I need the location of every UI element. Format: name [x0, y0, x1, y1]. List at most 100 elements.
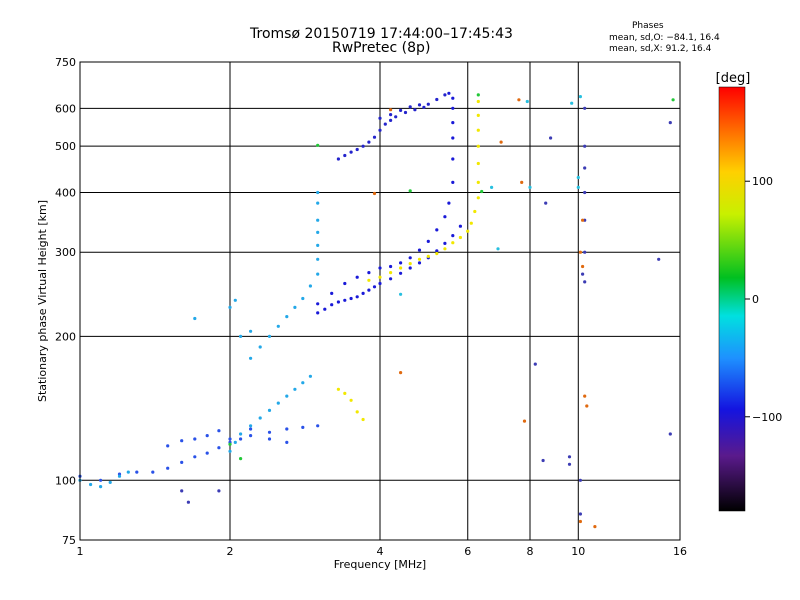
- data-point: [151, 470, 155, 474]
- axis-ticks: 1 2 4 6 8 10 16 75 100 200 300 400 500 600 750: [55, 56, 687, 558]
- data-point: [476, 180, 480, 184]
- data-point: [476, 99, 480, 104]
- data-point: [522, 419, 527, 423]
- y-tick-label: 500: [55, 140, 76, 153]
- data-point: [205, 451, 209, 455]
- y-axis-label: Stationary phase Virtual Height [km]: [36, 200, 49, 402]
- data-point: [301, 296, 305, 301]
- data-point: [99, 478, 103, 482]
- data-point: [476, 128, 480, 132]
- data-point: [239, 432, 243, 436]
- data-point: [343, 153, 347, 158]
- data-point: [378, 275, 382, 279]
- data-point: [499, 140, 503, 144]
- y-tick-label: 400: [55, 186, 76, 199]
- data-point: [378, 128, 382, 132]
- data-point: [293, 387, 297, 391]
- data-point: [166, 444, 170, 448]
- x-tick-label: 6: [464, 545, 471, 558]
- data-point: [408, 266, 412, 270]
- data-point: [541, 458, 545, 463]
- data-point: [372, 191, 377, 196]
- data-point: [451, 241, 455, 245]
- x-tick-label: 1: [77, 545, 84, 558]
- y-tick-label: 750: [55, 56, 76, 69]
- data-point: [476, 113, 480, 117]
- data-point: [316, 243, 320, 247]
- data-point: [578, 250, 583, 254]
- colorbar-label: [deg]: [716, 71, 751, 86]
- data-point: [316, 311, 320, 315]
- data-point: [399, 292, 403, 296]
- data-point: [408, 262, 412, 266]
- data-point: [355, 147, 359, 152]
- data-point: [316, 201, 320, 205]
- data-point: [180, 489, 184, 493]
- data-point: [549, 136, 553, 140]
- data-point: [316, 230, 320, 234]
- data-point: [451, 180, 455, 184]
- y-tick-label: 300: [55, 246, 76, 259]
- colorbar: [718, 86, 746, 512]
- data-point: [435, 97, 439, 102]
- data-point: [469, 221, 473, 225]
- data-point: [349, 296, 353, 301]
- y-tick-label: 75: [62, 534, 76, 547]
- phases-title: Phases: [632, 21, 664, 31]
- data-point: [583, 280, 587, 284]
- data-point: [258, 416, 262, 420]
- data-point: [217, 489, 221, 493]
- data-point: [308, 284, 312, 288]
- data-point: [389, 118, 393, 122]
- data-point: [399, 261, 403, 265]
- data-point: [308, 374, 312, 378]
- data-point: [583, 166, 587, 170]
- data-point: [447, 201, 451, 205]
- y-tick-label: 600: [55, 102, 76, 115]
- data-point: [583, 394, 587, 398]
- data-point: [336, 387, 340, 391]
- data-point: [249, 424, 253, 428]
- data-point: [336, 157, 340, 161]
- data-point: [583, 106, 587, 110]
- data-point: [399, 108, 403, 112]
- data-point: [239, 437, 243, 441]
- data-point: [285, 427, 289, 431]
- data-point: [576, 175, 580, 180]
- data-point: [205, 434, 209, 438]
- data-point: [343, 298, 347, 302]
- data-point: [249, 356, 253, 360]
- data-point: [372, 285, 377, 289]
- data-point: [301, 425, 305, 429]
- data-point: [389, 113, 393, 117]
- data-point: [316, 190, 320, 195]
- data-point: [336, 300, 340, 304]
- data-point: [367, 288, 371, 292]
- data-point: [180, 439, 184, 443]
- data-point: [389, 264, 393, 269]
- data-point: [426, 254, 430, 258]
- data-point: [267, 408, 272, 412]
- data-points: [78, 91, 675, 529]
- data-point: [520, 180, 524, 184]
- data-point: [267, 437, 272, 441]
- data-point: [389, 271, 393, 275]
- data-point: [567, 462, 572, 466]
- data-point: [89, 482, 93, 487]
- data-point: [578, 512, 583, 516]
- data-point: [367, 271, 371, 275]
- data-point: [451, 234, 455, 238]
- data-point: [417, 261, 422, 265]
- data-point: [233, 298, 237, 302]
- data-point: [413, 108, 417, 112]
- x-tick-label: 4: [377, 545, 384, 558]
- data-point: [394, 115, 398, 119]
- x-tick-label: 8: [527, 545, 534, 558]
- data-point: [389, 277, 393, 281]
- data-point: [372, 135, 377, 139]
- data-point: [239, 334, 243, 338]
- data-point: [417, 248, 422, 252]
- data-point: [267, 430, 272, 434]
- data-point: [593, 525, 597, 529]
- data-point: [528, 185, 532, 189]
